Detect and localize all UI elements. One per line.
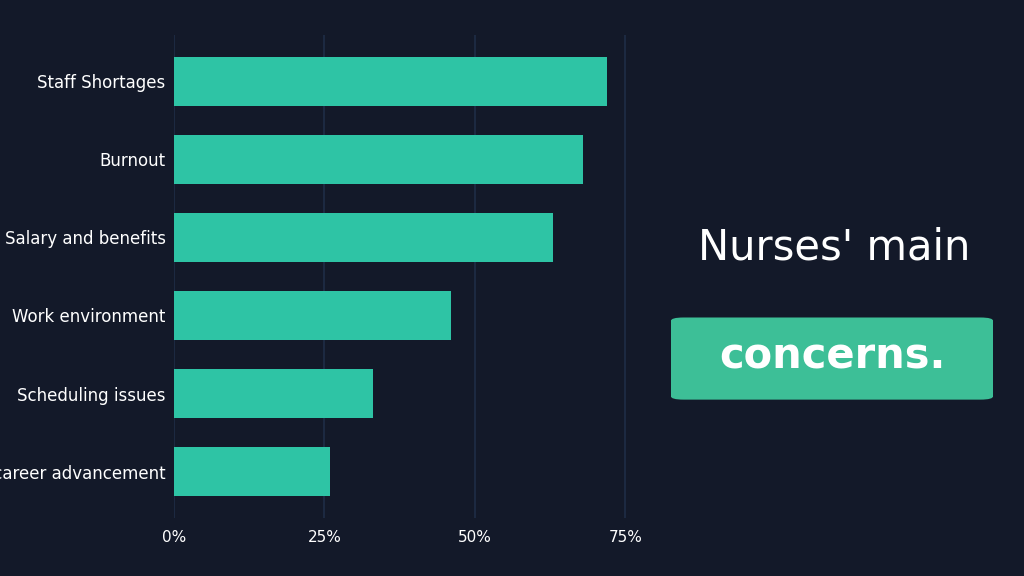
Bar bbox=[174, 291, 451, 340]
Bar bbox=[174, 213, 553, 262]
Bar bbox=[174, 135, 584, 184]
Text: Nurses' main: Nurses' main bbox=[698, 227, 971, 268]
FancyBboxPatch shape bbox=[671, 317, 993, 400]
Bar bbox=[174, 448, 331, 496]
Bar bbox=[174, 57, 607, 105]
Bar bbox=[174, 369, 373, 418]
Text: concerns.: concerns. bbox=[719, 336, 945, 378]
